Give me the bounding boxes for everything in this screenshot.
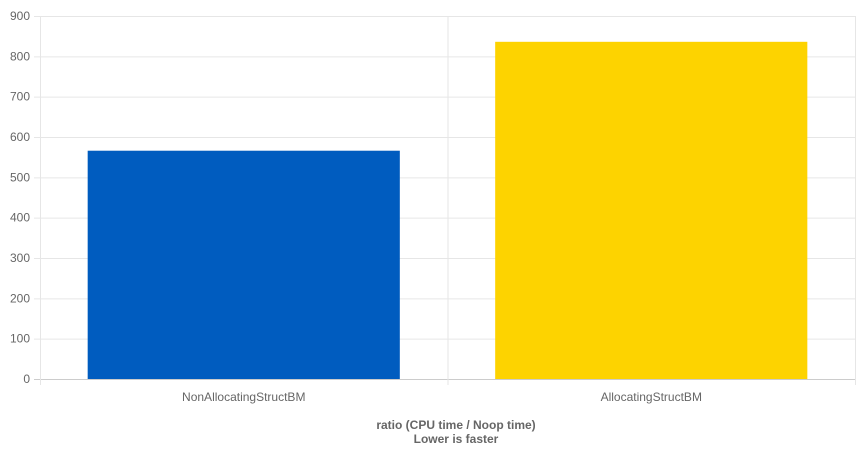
x-axis-ticks: NonAllocatingStructBM AllocatingStructBM (182, 390, 702, 404)
y-tick-label: 200 (10, 291, 30, 305)
y-tick-label: 700 (10, 90, 30, 104)
y-tick-label: 400 (10, 211, 30, 225)
x-axis-title-line-2: Lower is faster (414, 432, 499, 446)
y-tick-label: 500 (10, 170, 30, 184)
y-tick-label: 800 (10, 49, 30, 63)
y-tick-label: 600 (10, 130, 30, 144)
bar-AllocatingStructBM (495, 41, 808, 380)
x-tick-label: AllocatingStructBM (601, 390, 702, 404)
y-tick-label: 900 (10, 9, 30, 23)
x-tick-label: NonAllocatingStructBM (182, 390, 305, 404)
y-tick-label: 100 (10, 332, 30, 346)
y-axis-ticks: 0 100 200 300 400 500 600 700 800 900 (10, 9, 30, 386)
y-tick-label: 300 (10, 251, 30, 265)
x-axis-title-line-1: ratio (CPU time / Noop time) (376, 418, 535, 432)
y-tick-label: 0 (23, 372, 30, 386)
bar-NonAllocatingStructBM (87, 150, 400, 379)
bars-group (87, 41, 808, 380)
